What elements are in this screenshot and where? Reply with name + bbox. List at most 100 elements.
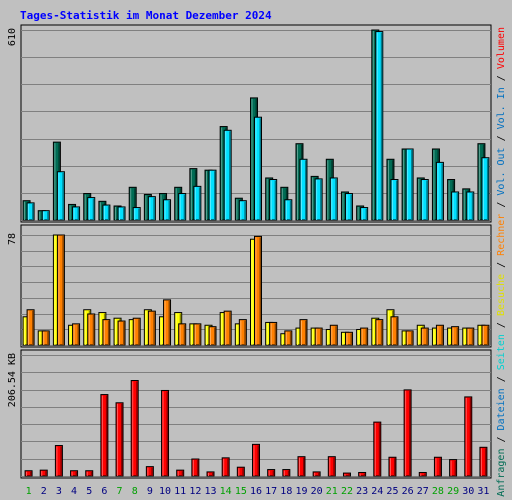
legend-separator: /: [496, 196, 507, 214]
bar-dateien-day-2: [41, 210, 50, 221]
bar-dateien-day-31: [481, 157, 490, 221]
bar-dateien-day-6: [102, 204, 111, 221]
bar-rechner-day-11: [178, 323, 187, 346]
x-tick-label-day-9: 9: [147, 486, 153, 497]
bar-rechner-day-7: [117, 320, 126, 346]
bar-volumen-day-17: [267, 469, 276, 477]
bar-rechner-day-20: [314, 327, 323, 346]
x-tick-label-day-27: 27: [417, 486, 429, 497]
bar-rechner-day-25: [390, 316, 399, 346]
x-tick-label-day-3: 3: [56, 486, 62, 497]
x-tick-label-day-25: 25: [386, 486, 398, 497]
legend-label-dateien: Dateien: [496, 388, 507, 430]
bar-volumen-day-20: [312, 471, 321, 477]
bar-volumen-day-2: [39, 469, 48, 477]
bar-dateien-day-20: [314, 178, 323, 221]
x-tick-label-day-7: 7: [117, 486, 123, 497]
bar-rechner-day-17: [269, 321, 278, 346]
bar-rechner-day-29: [451, 326, 460, 346]
x-tick-label-day-31: 31: [477, 486, 489, 497]
x-tick-label-day-21: 21: [326, 486, 338, 497]
legend-label-anfragen: Anfragen: [496, 449, 507, 497]
bar-dateien-day-4: [72, 206, 81, 221]
bar-volumen-day-19: [297, 456, 306, 477]
bar-rechner-day-12: [193, 323, 202, 346]
bar-volumen-day-14: [221, 457, 230, 477]
x-tick-label-day-16: 16: [250, 486, 262, 497]
bar-volumen-day-22: [342, 472, 351, 477]
x-tick-label-day-30: 30: [462, 486, 474, 497]
x-tick-label-day-29: 29: [447, 486, 459, 497]
x-tick-label-day-24: 24: [371, 486, 383, 497]
legend-separator: /: [496, 370, 507, 388]
bar-rechner-day-23: [360, 327, 369, 346]
bar-volumen-day-11: [176, 469, 185, 477]
legend-label-seiten: Seiten: [496, 334, 507, 370]
bar-rechner-day-10: [163, 299, 172, 346]
bar-dateien-day-9: [147, 196, 156, 221]
bar-dateien-day-22: [344, 193, 353, 221]
bar-rechner-day-1: [26, 309, 35, 346]
legend-separator: /: [496, 129, 507, 147]
right-legend-labels: Anfragen / Dateien / Seiten / Besuche / …: [496, 27, 507, 497]
legend-label-vol-in: Vol. In: [496, 87, 507, 129]
x-tick-label-day-5: 5: [86, 486, 92, 497]
bar-dateien-day-29: [451, 191, 460, 221]
x-tick-label-day-19: 19: [295, 486, 307, 497]
bar-dateien-day-18: [284, 199, 293, 221]
bar-volumen-day-3: [54, 445, 63, 477]
bar-rechner-day-6: [102, 319, 111, 346]
bar-rechner-day-14: [223, 310, 232, 346]
bar-dateien-day-3: [56, 171, 65, 221]
bar-rechner-day-9: [147, 310, 156, 346]
bar-volumen-day-31: [479, 446, 488, 477]
panel-scale-label: 206.54 KB: [7, 353, 18, 407]
bar-volumen-day-6: [100, 394, 109, 477]
x-tick-label-day-6: 6: [101, 486, 107, 497]
bar-rechner-day-3: [56, 234, 65, 346]
bar-volumen-day-29: [449, 459, 458, 477]
bar-rechner-day-16: [254, 235, 262, 346]
bar-volumen-day-4: [70, 470, 79, 477]
legend-separator: /: [496, 316, 507, 334]
bar-rechner-day-21: [329, 324, 338, 346]
bar-rechner-day-22: [344, 331, 353, 346]
bar-volumen-day-1: [24, 470, 33, 477]
bar-dateien-day-15: [238, 200, 247, 221]
bar-rechner-day-27: [420, 327, 429, 346]
x-tick-label-day-26: 26: [402, 486, 414, 497]
x-axis-day-labels: 1 2 3 4 5 6 7 8 9 10 11 12 13 14 15 16 17 18 19 20 21 22 23 24 2…: [26, 486, 490, 497]
bar-volumen-day-30: [464, 396, 473, 477]
x-tick-label-day-11: 11: [174, 486, 186, 497]
x-tick-label-day-15: 15: [235, 486, 247, 497]
bar-rechner-day-28: [435, 324, 444, 346]
bar-volumen-day-26: [403, 389, 412, 477]
bar-rechner-day-31: [481, 324, 490, 346]
x-tick-label-day-1: 1: [26, 486, 32, 497]
bar-rechner-day-4: [72, 323, 81, 346]
bar-rechner-day-2: [41, 330, 50, 346]
bar-dateien-day-14: [223, 129, 232, 221]
legend-label-besuche: Besuche: [496, 274, 507, 316]
bar-volumen-day-16: [252, 443, 260, 477]
bar-rechner-day-15: [238, 319, 247, 346]
legend-separator: /: [496, 430, 507, 448]
bar-volumen-day-28: [433, 456, 442, 477]
x-tick-label-day-23: 23: [356, 486, 368, 497]
bar-dateien-day-7: [117, 206, 126, 221]
bar-dateien-day-27: [420, 179, 429, 221]
bar-rechner-day-5: [87, 313, 96, 346]
x-tick-label-day-13: 13: [204, 486, 216, 497]
bar-rechner-day-13: [208, 326, 217, 346]
bar-volumen-day-25: [388, 456, 397, 477]
legend-separator: /: [496, 256, 507, 274]
bar-rechner-day-8: [132, 317, 141, 346]
bar-dateien-day-8: [132, 207, 141, 221]
bar-dateien-day-17: [269, 179, 278, 221]
x-tick-label-day-18: 18: [280, 486, 292, 497]
right-legend-text: Anfragen / Dateien / Seiten / Besuche / …: [496, 27, 507, 497]
bar-rechner-day-30: [466, 327, 475, 346]
bar-volumen-day-7: [115, 402, 124, 477]
x-tick-label-day-17: 17: [265, 486, 277, 497]
